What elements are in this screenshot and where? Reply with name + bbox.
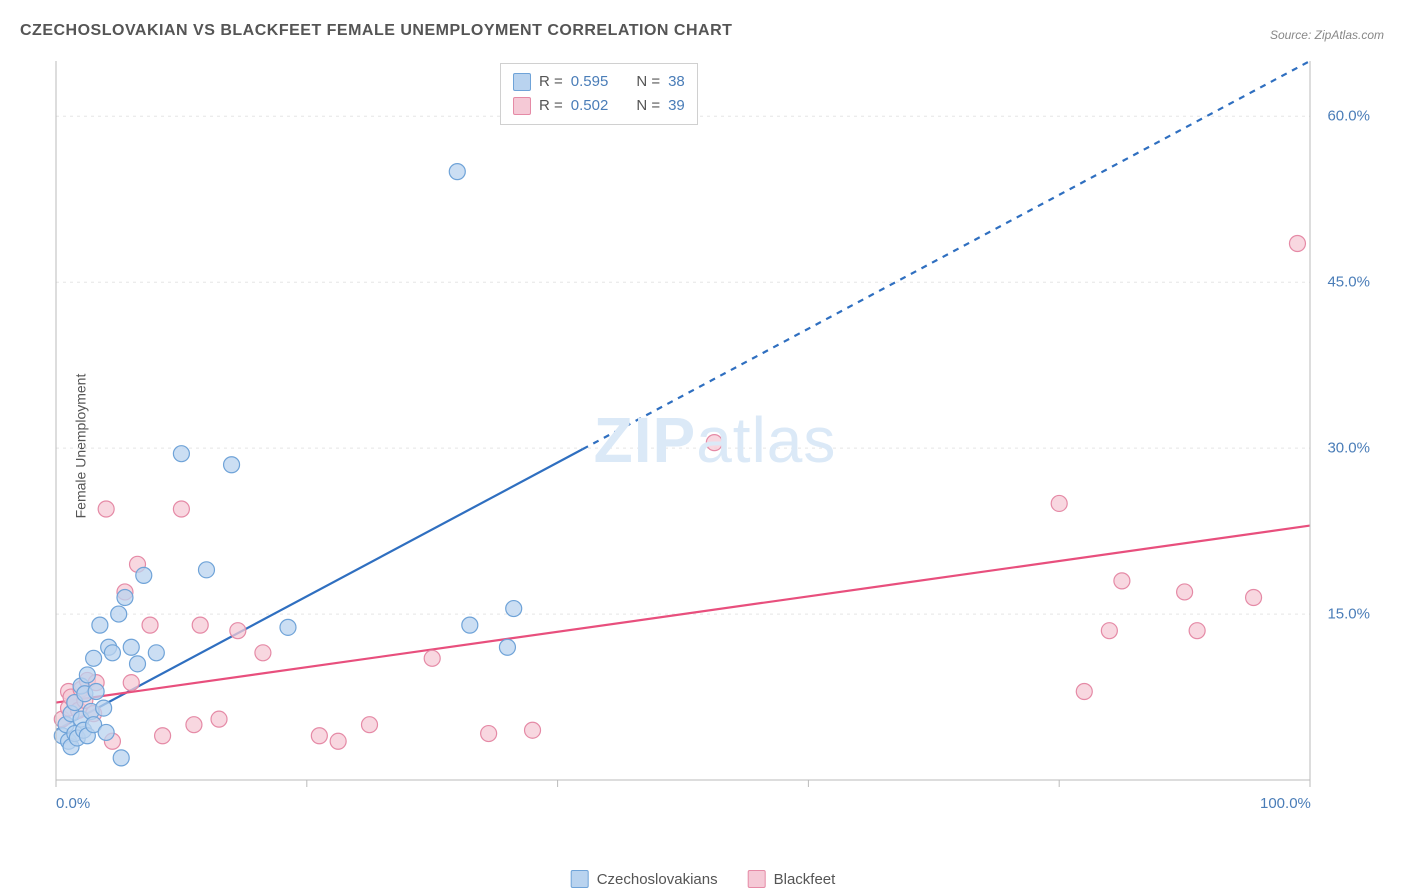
- legend-swatch: [513, 73, 531, 91]
- x-tick-label: 0.0%: [56, 795, 90, 812]
- legend-r-label: R =: [539, 70, 563, 94]
- chart-plot-area: ZIPatlas R =0.595N =38R =0.502N =39 15.0…: [50, 55, 1380, 825]
- legend-r-row: R = 0.595 N = 38: [513, 70, 685, 94]
- correlation-legend: R = 0.595 N = 38 R = 0.502 N = 39: [500, 63, 698, 125]
- legend-n-value: 38: [668, 70, 685, 94]
- legend-r-row: R = 0.502 N = 39: [513, 94, 685, 118]
- legend-series-label: Czechoslovakians: [597, 871, 718, 888]
- series-legend: Czechoslovakians Blackfeet: [571, 870, 836, 888]
- legend-n-label: N =: [636, 94, 660, 118]
- y-tick-label: 45.0%: [1327, 274, 1370, 291]
- legend-n-label: N =: [636, 70, 660, 94]
- x-tick-label: 100.0%: [1260, 795, 1311, 812]
- legend-r-value: 0.595: [571, 70, 609, 94]
- legend-n-value: 39: [668, 94, 685, 118]
- source-label: Source: ZipAtlas.com: [1270, 28, 1384, 42]
- page-title: CZECHOSLOVAKIAN VS BLACKFEET FEMALE UNEM…: [20, 22, 732, 40]
- legend-r-label: R =: [539, 94, 563, 118]
- legend-swatch: [513, 97, 531, 115]
- legend-series-label: Blackfeet: [774, 871, 836, 888]
- y-tick-label: 15.0%: [1327, 606, 1370, 623]
- legend-swatch: [748, 870, 766, 888]
- scatter-chart-svg: [50, 55, 1380, 825]
- legend-r-value: 0.502: [571, 94, 609, 118]
- y-tick-label: 60.0%: [1327, 108, 1370, 125]
- y-tick-label: 30.0%: [1327, 440, 1370, 457]
- legend-swatch: [571, 870, 589, 888]
- legend-series-item: Czechoslovakians: [571, 870, 718, 888]
- legend-series-item: Blackfeet: [748, 870, 836, 888]
